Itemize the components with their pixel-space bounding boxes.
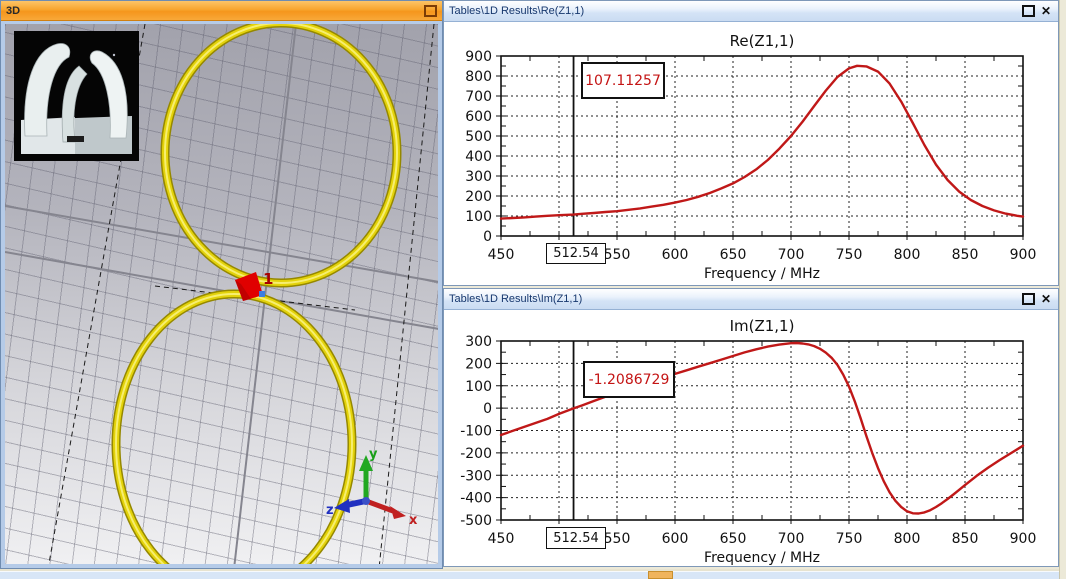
structure-preview-image bbox=[14, 31, 139, 161]
viewport-frame: 1 y x z bbox=[1, 21, 442, 568]
x-tick-label: 850 bbox=[952, 531, 979, 547]
x-tick-label: 900 bbox=[1010, 247, 1037, 263]
x-tick-label: 750 bbox=[836, 247, 863, 263]
x-tick-label: 800 bbox=[894, 531, 921, 547]
window-im-z11: Tables\1D Results\Im(Z1,1) ✕ 450 550 600 65… bbox=[443, 288, 1059, 567]
re-marker-value-box[interactable]: 107.11257 bbox=[581, 62, 665, 99]
restore-icon[interactable] bbox=[1021, 292, 1035, 306]
x-tick-label: 750 bbox=[836, 531, 863, 547]
im-chart-panel: 450 550 600 650 700 750 800 850 900 -500 -400 -300 -… bbox=[444, 310, 1058, 566]
y-tick-label: 700 bbox=[465, 89, 492, 105]
x-tick-label: 800 bbox=[894, 247, 921, 263]
re-chart-panel: 450 550 600 650 700 750 800 850 900 0 100 200 300 400… bbox=[444, 22, 1058, 285]
y-tick-label: -200 bbox=[460, 446, 492, 462]
maximize-icon[interactable] bbox=[423, 4, 437, 18]
y-tick-label: -100 bbox=[460, 424, 492, 440]
re-marker-frequency-box[interactable]: 512.54 bbox=[546, 243, 606, 264]
window-im-title: Tables\1D Results\Im(Z1,1) bbox=[449, 293, 583, 305]
y-tick-label: 500 bbox=[465, 129, 492, 145]
background-window-button bbox=[648, 571, 673, 579]
x-tick-label: 700 bbox=[778, 247, 805, 263]
plot-frame bbox=[500, 55, 1024, 237]
x-tick-label: 850 bbox=[952, 247, 979, 263]
im-chart-plot[interactable]: 450 550 600 650 700 750 800 850 900 -500 -400 -300 -… bbox=[444, 310, 1058, 565]
x-tick-label: 650 bbox=[720, 531, 747, 547]
x-tick-label: 550 bbox=[604, 247, 631, 263]
axis-triad: y x z bbox=[326, 447, 418, 528]
y-tick-label: -500 bbox=[460, 513, 492, 529]
y-tick-label: 600 bbox=[465, 109, 492, 125]
series-curve bbox=[499, 64, 1025, 220]
close-icon[interactable]: ✕ bbox=[1040, 4, 1052, 18]
x-tick-label: 900 bbox=[1010, 531, 1037, 547]
series-curve bbox=[499, 341, 1025, 515]
x-tick-label: 600 bbox=[662, 247, 689, 263]
mdi-background-strip bbox=[1059, 0, 1066, 579]
x-tick-label: 450 bbox=[488, 247, 515, 263]
window-re-z11: Tables\1D Results\Re(Z1,1) ✕ 450 550 600 65… bbox=[443, 0, 1059, 286]
window-3d: 3D bbox=[0, 0, 443, 569]
window-3d-title: 3D bbox=[6, 4, 21, 17]
y-tick-label: 0 bbox=[483, 229, 492, 245]
y-tick-label: -400 bbox=[460, 491, 492, 507]
chart-title: Re(Z1,1) bbox=[730, 32, 795, 50]
y-tick-label: 100 bbox=[465, 209, 492, 225]
viewport-3d[interactable]: 1 y x z bbox=[5, 24, 438, 564]
y-tick-label: 400 bbox=[465, 149, 492, 165]
window-im-titlebar[interactable]: Tables\1D Results\Im(Z1,1) ✕ bbox=[444, 289, 1058, 310]
x-tick-label: 450 bbox=[488, 531, 515, 547]
background-window-edge bbox=[0, 569, 1059, 579]
im-marker-value-box[interactable]: -1.2086729 bbox=[583, 361, 675, 398]
y-tick-label: 100 bbox=[465, 379, 492, 395]
y-tick-label: 300 bbox=[465, 334, 492, 350]
window-re-titlebar[interactable]: Tables\1D Results\Re(Z1,1) ✕ bbox=[444, 1, 1058, 22]
y-tick-label: 800 bbox=[465, 69, 492, 85]
im-marker-frequency-box[interactable]: 512.54 bbox=[546, 527, 606, 549]
re-chart-plot[interactable]: 450 550 600 650 700 750 800 850 900 0 100 200 300 400… bbox=[444, 22, 1058, 286]
x-tick-label: 700 bbox=[778, 531, 805, 547]
x-axis-label: Frequency / MHz bbox=[704, 266, 820, 282]
y-tick-label: 300 bbox=[465, 169, 492, 185]
chart-title: Im(Z1,1) bbox=[730, 317, 795, 335]
x-tick-label: 650 bbox=[720, 247, 747, 263]
scene-3d: 1 y x z bbox=[5, 24, 438, 564]
y-tick-label: 200 bbox=[465, 356, 492, 372]
window-re-title: Tables\1D Results\Re(Z1,1) bbox=[449, 5, 585, 17]
axis-y-label: y bbox=[369, 447, 378, 462]
close-icon[interactable]: ✕ bbox=[1040, 292, 1052, 306]
loop-antenna-wires[interactable] bbox=[111, 24, 402, 564]
x-axis-label: Frequency / MHz bbox=[704, 550, 820, 565]
y-tick-label: 200 bbox=[465, 189, 492, 205]
window-3d-titlebar[interactable]: 3D bbox=[1, 1, 442, 21]
y-tick-label: 0 bbox=[483, 401, 492, 417]
x-tick-label: 600 bbox=[662, 531, 689, 547]
feed-port-number: 1 bbox=[263, 270, 273, 288]
plot-frame bbox=[500, 340, 1024, 521]
x-tick-label: 550 bbox=[604, 531, 631, 547]
y-tick-label: 900 bbox=[465, 49, 492, 65]
restore-icon[interactable] bbox=[1021, 4, 1035, 18]
axis-z-label: z bbox=[326, 503, 334, 518]
axis-x-label: x bbox=[409, 513, 418, 528]
y-tick-label: -300 bbox=[460, 468, 492, 484]
feed-port[interactable]: 1 bbox=[235, 270, 273, 301]
